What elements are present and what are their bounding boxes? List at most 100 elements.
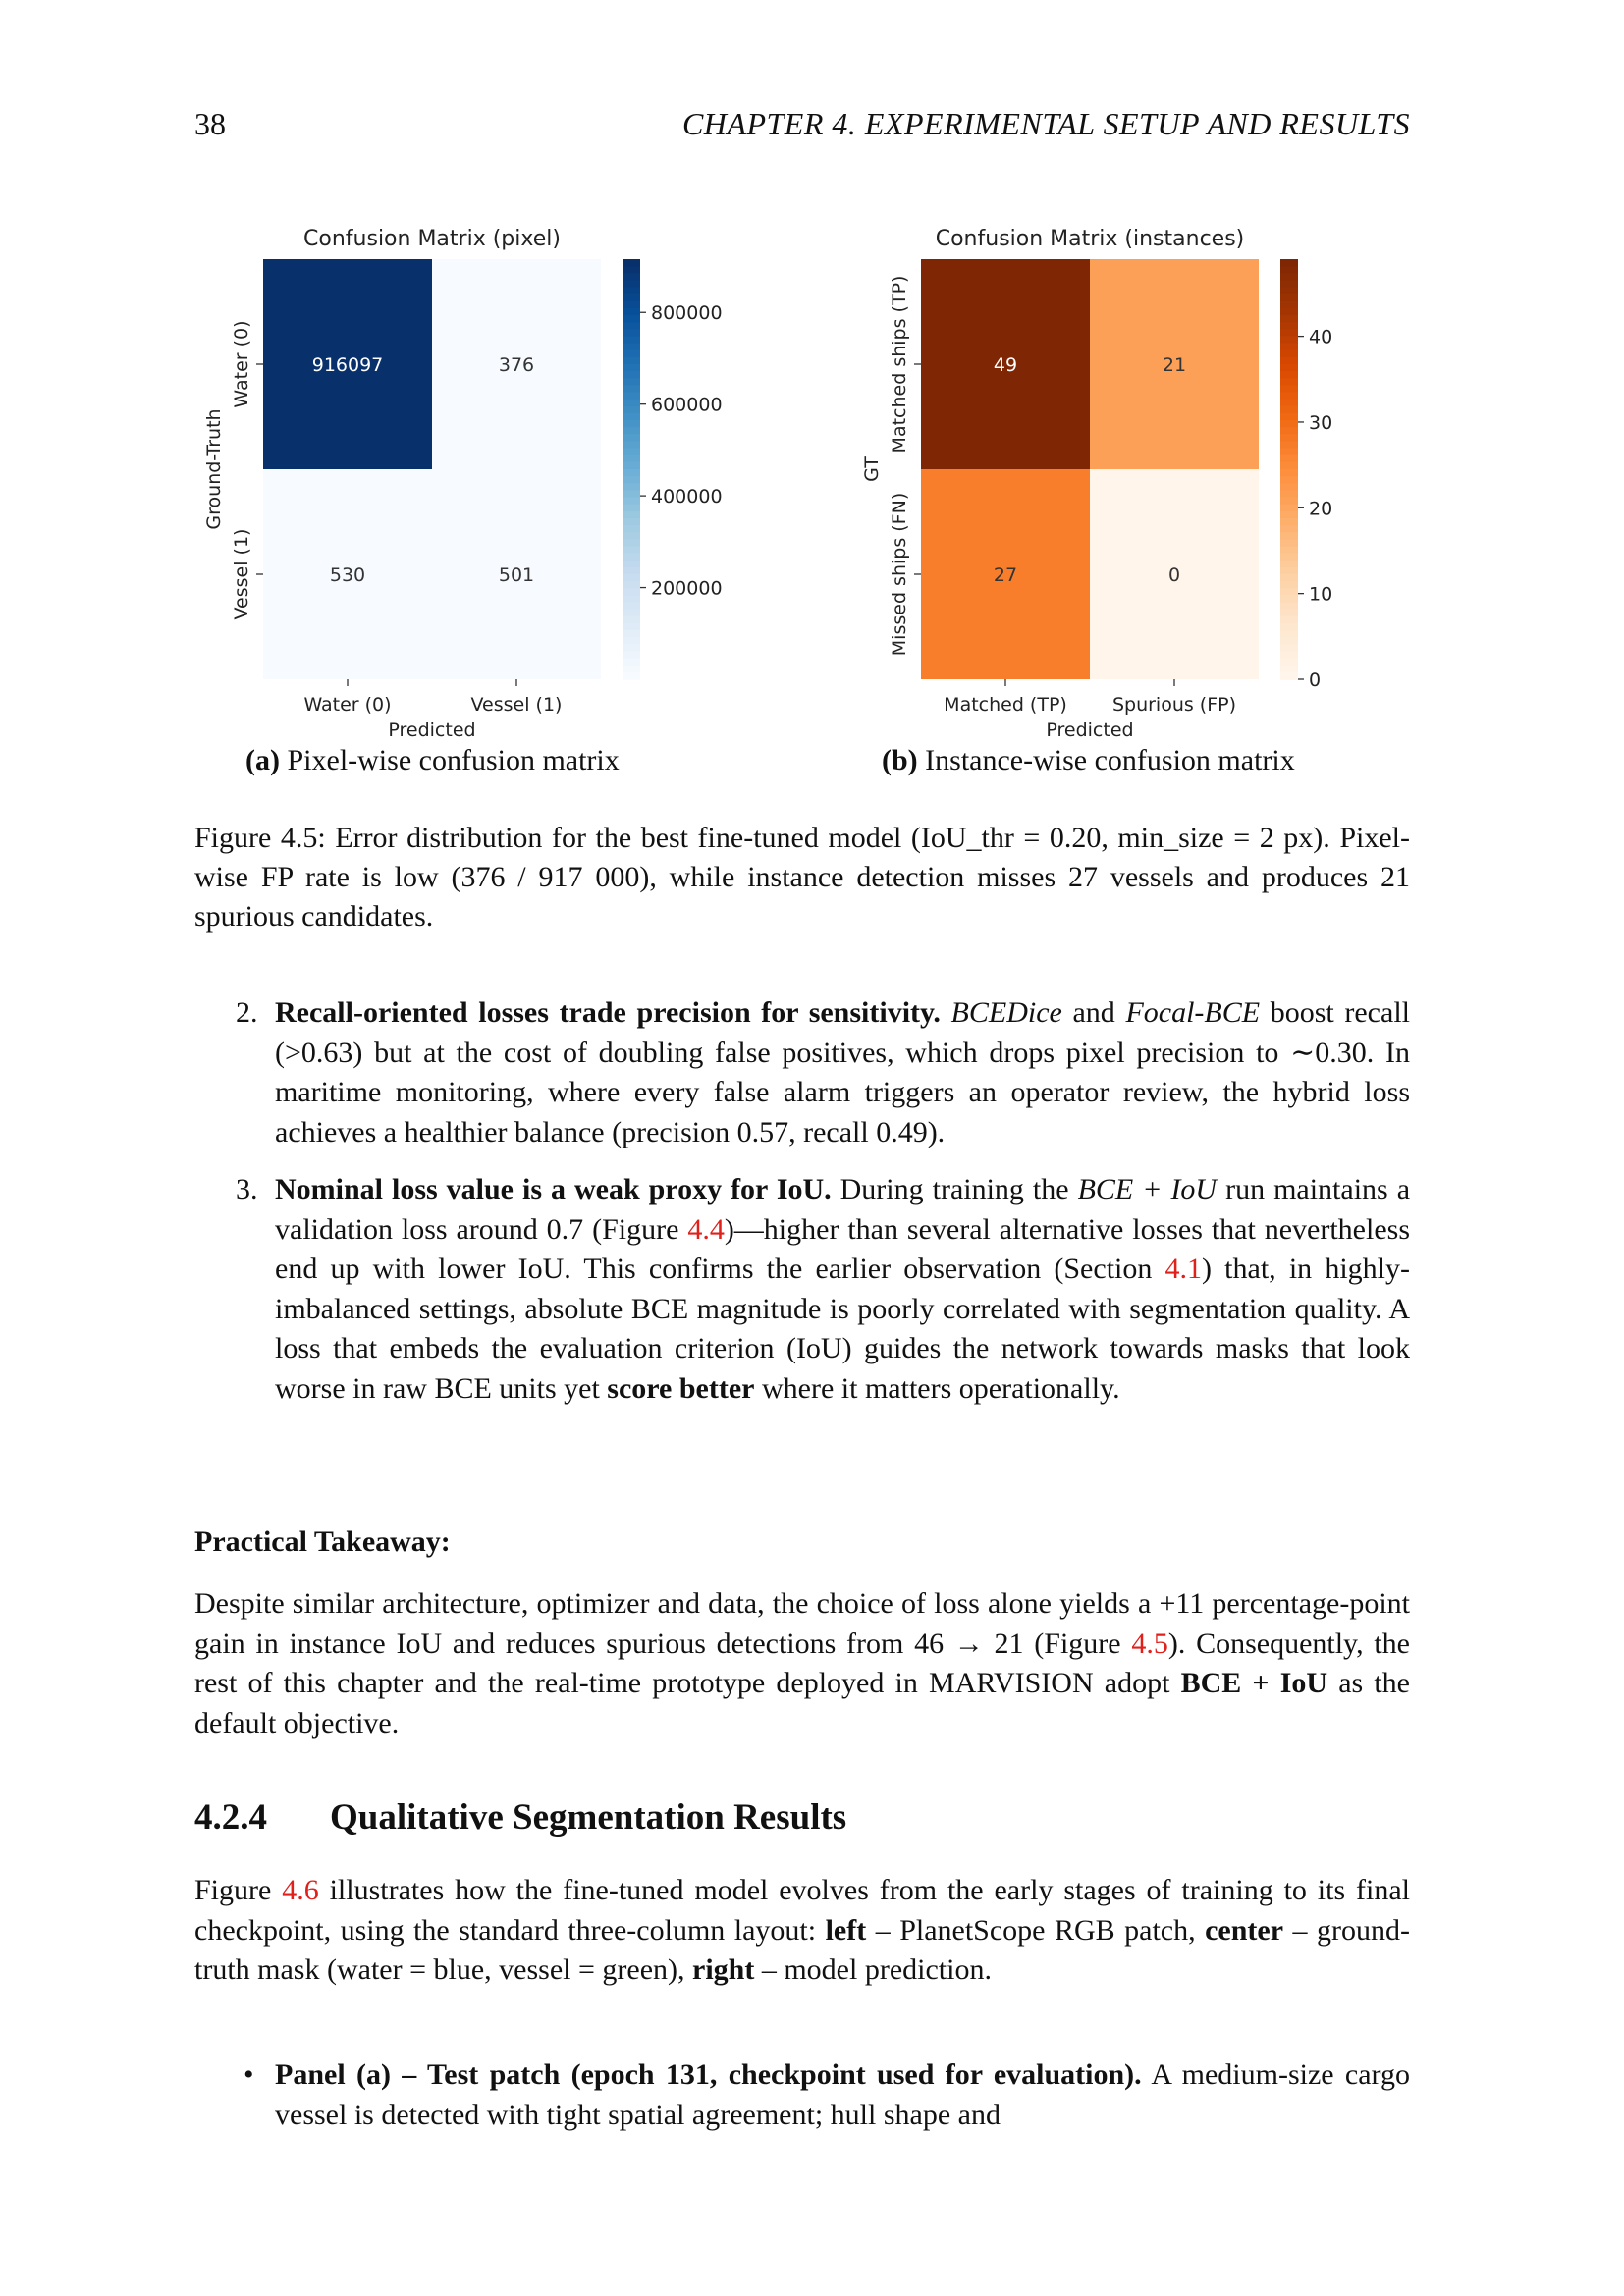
emphasis-text: left xyxy=(825,1913,867,1947)
heatmap-cell xyxy=(432,259,601,469)
colorbar-segment xyxy=(623,665,640,673)
colorbar-segment xyxy=(623,378,640,387)
colorbar-segment xyxy=(623,615,640,624)
colorbar-segment xyxy=(1280,476,1298,485)
emphasis-text: score better xyxy=(607,1371,755,1405)
colorbar-segment xyxy=(623,427,640,436)
colorbar-segment xyxy=(1280,539,1298,548)
colorbar-segment xyxy=(623,434,640,443)
paragraph-text: as the default objective. xyxy=(194,1667,1410,1739)
colorbar-segment xyxy=(623,483,640,492)
colorbar-segment xyxy=(1280,560,1298,568)
colorbar-segment xyxy=(623,497,640,506)
colorbar-segment xyxy=(1280,483,1298,492)
colorbar-segment xyxy=(623,273,640,282)
colorbar-segment xyxy=(1280,448,1298,456)
colorbar-segment xyxy=(623,343,640,351)
colorbar-segment xyxy=(1280,504,1298,512)
figure-4-5: Confusion Matrix (pixel) 916097 376 530 501 W… xyxy=(192,216,1420,795)
colorbar-segment xyxy=(1280,622,1298,631)
y-tick-label: Missed ships (FN) xyxy=(889,493,910,656)
colorbar-segment xyxy=(623,671,640,680)
colorbar-segment xyxy=(1280,280,1298,289)
colorbar-segment xyxy=(623,454,640,463)
heatmap-cell xyxy=(921,259,1090,469)
colorbar-segment xyxy=(623,294,640,302)
colorbar-segment xyxy=(1280,300,1298,309)
colorbar-segment xyxy=(623,581,640,590)
colorbar-segment xyxy=(623,637,640,646)
colorbar-segment xyxy=(1280,671,1298,680)
colorbar-segment xyxy=(623,364,640,372)
chart-title: Confusion Matrix (instances) xyxy=(936,227,1245,251)
list-item: • Panel (a) – Test patch (epoch 131, che… xyxy=(194,2056,1410,2135)
colorbar-segment xyxy=(1280,497,1298,506)
colorbar-segment xyxy=(623,476,640,485)
colorbar-segment xyxy=(623,532,640,541)
colorbar-segment xyxy=(623,461,640,470)
colorbar-segment xyxy=(623,412,640,421)
colorbar-segment xyxy=(623,609,640,617)
colorbar-segment xyxy=(623,651,640,660)
colorbar-segment xyxy=(623,448,640,456)
colorbar-tick-label: 800000 xyxy=(651,302,723,324)
paragraph-text: ). Consequently, the rest of this chapte… xyxy=(194,1627,1410,1700)
cell-value-label: 21 xyxy=(1163,354,1186,376)
figure-reference-link[interactable]: 4.4 xyxy=(687,1212,725,1246)
list-text: )—higher than several alternative losses… xyxy=(275,1212,1410,1286)
list-text: During training the xyxy=(831,1173,1078,1205)
list-text: where it matters operationally. xyxy=(754,1371,1120,1405)
figure-reference-link[interactable]: 4.6 xyxy=(282,1874,319,1906)
section-reference-link[interactable]: 4.1 xyxy=(1164,1253,1203,1285)
colorbar-segment xyxy=(1280,266,1298,275)
cell-value-label: 916097 xyxy=(312,354,384,376)
emphasis-text: center xyxy=(1205,1913,1284,1947)
colorbar-segment xyxy=(623,441,640,450)
loss-name: BCEDice xyxy=(950,996,1062,1029)
colorbar-segment xyxy=(1280,322,1298,331)
cell-value-label: 501 xyxy=(499,564,534,586)
colorbar-segment xyxy=(1280,454,1298,463)
colorbar-segment xyxy=(1280,294,1298,302)
colorbar-segment xyxy=(1280,420,1298,428)
list-item: 2. Recall-oriented losses trade precisio… xyxy=(194,993,1410,1152)
colorbar-segment xyxy=(1280,315,1298,323)
colorbar-segment xyxy=(623,553,640,561)
colorbar-segment xyxy=(1280,378,1298,387)
paragraph-text: – model prediction. xyxy=(754,1953,992,1986)
emphasis-text: right xyxy=(692,1953,755,1986)
instance-confusion-matrix-chart: Confusion Matrix (instances) 49 21 27 0 Match… xyxy=(861,227,1332,741)
x-axis-label: Predicted xyxy=(388,720,475,741)
colorbar-segment xyxy=(623,490,640,499)
colorbar-segment xyxy=(1280,343,1298,351)
heatmap-cell xyxy=(921,469,1090,679)
colorbar-tick-label: 30 xyxy=(1309,412,1332,434)
colorbar-segment xyxy=(1280,461,1298,470)
list-item-lead: Recall-oriented losses trade precision f… xyxy=(275,996,941,1029)
colorbar-segment xyxy=(623,322,640,331)
subcaption-a: (a) Pixel-wise confusion matrix xyxy=(245,744,620,777)
colorbar-segment xyxy=(1280,307,1298,316)
subcaption-a-label: (a) xyxy=(245,744,280,776)
colorbar-segment xyxy=(1280,364,1298,372)
colorbar-segment xyxy=(1280,441,1298,450)
list-text: ) that, in highly-imbalanced settings, a… xyxy=(275,1253,1410,1405)
colorbar-segment xyxy=(623,307,640,316)
takeaway-paragraph: Despite similar architecture, optimizer … xyxy=(194,1584,1410,1743)
colorbar-segment xyxy=(1280,609,1298,617)
colorbar-segment xyxy=(1280,615,1298,624)
colorbar-segment xyxy=(623,588,640,597)
colorbar-segment xyxy=(623,504,640,512)
colorbar-segment xyxy=(623,510,640,519)
subcaption-b-text: Instance-wise confusion matrix xyxy=(925,744,1295,776)
x-axis-label: Predicted xyxy=(1046,720,1133,741)
figure-reference-link[interactable]: 4.5 xyxy=(1131,1627,1168,1660)
colorbar-segment xyxy=(1280,630,1298,638)
colorbar-segment xyxy=(1280,434,1298,443)
colorbar-segment xyxy=(1280,651,1298,660)
colorbar-segment xyxy=(1280,553,1298,561)
x-tick-label: Matched (TP) xyxy=(944,694,1067,716)
figure-caption: Figure 4.5: Error distribution for the b… xyxy=(194,822,1410,933)
colorbar-segment xyxy=(1280,405,1298,414)
paragraph-text: – ground-truth mask (water = blue, vesse… xyxy=(194,1913,1410,1987)
